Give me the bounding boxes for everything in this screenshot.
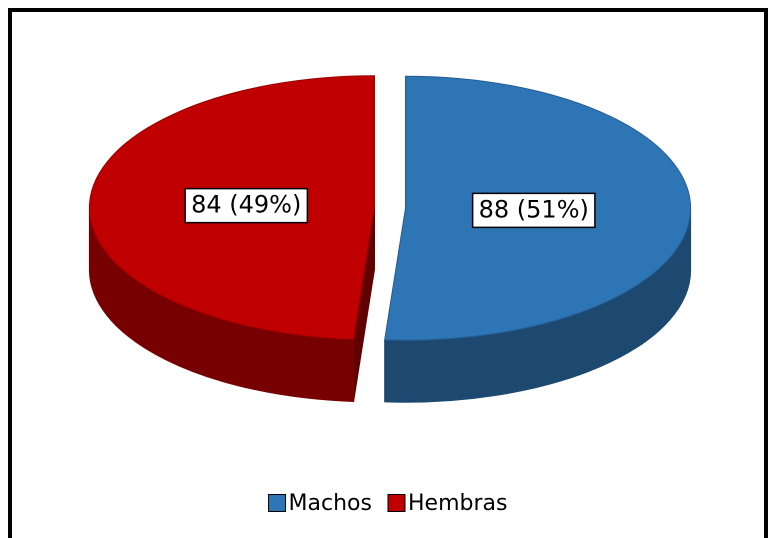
data-label-box xyxy=(471,192,596,229)
legend-label: Hembras xyxy=(408,491,507,516)
legend-label: Machos xyxy=(289,491,372,516)
legend: Machos Hembras xyxy=(268,491,507,516)
legend-swatch xyxy=(387,494,406,512)
data-label: 88 (51%) xyxy=(479,195,589,223)
legend-swatch xyxy=(268,494,287,512)
chart-frame xyxy=(8,8,768,538)
data-label: 84 (49%) xyxy=(191,191,301,219)
data-label-box xyxy=(184,187,309,224)
